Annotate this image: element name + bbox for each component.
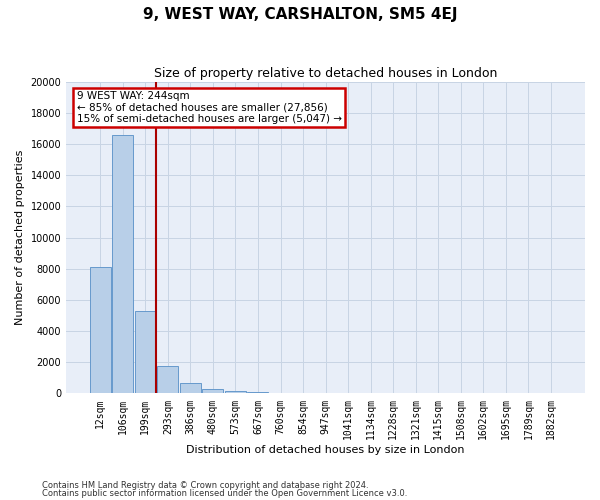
- X-axis label: Distribution of detached houses by size in London: Distribution of detached houses by size …: [187, 445, 465, 455]
- Bar: [270, 392, 291, 394]
- Bar: [112, 134, 133, 394]
- Title: Size of property relative to detached houses in London: Size of property relative to detached ho…: [154, 68, 497, 80]
- Bar: [225, 391, 246, 394]
- Text: 9, WEST WAY, CARSHALTON, SM5 4EJ: 9, WEST WAY, CARSHALTON, SM5 4EJ: [143, 8, 457, 22]
- Bar: [135, 311, 156, 394]
- Text: Contains public sector information licensed under the Open Government Licence v3: Contains public sector information licen…: [42, 489, 407, 498]
- Text: Contains HM Land Registry data © Crown copyright and database right 2024.: Contains HM Land Registry data © Crown c…: [42, 480, 368, 490]
- Bar: [90, 267, 111, 394]
- Bar: [202, 389, 223, 394]
- Text: 9 WEST WAY: 244sqm
← 85% of detached houses are smaller (27,856)
15% of semi-det: 9 WEST WAY: 244sqm ← 85% of detached hou…: [77, 91, 341, 124]
- Bar: [157, 366, 178, 394]
- Bar: [247, 392, 268, 394]
- Y-axis label: Number of detached properties: Number of detached properties: [15, 150, 25, 325]
- Bar: [180, 382, 201, 394]
